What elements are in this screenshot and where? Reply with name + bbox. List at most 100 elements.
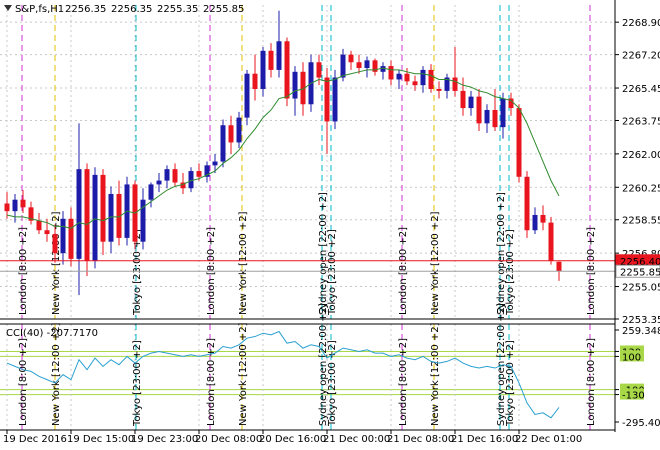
candle-body (236, 117, 242, 143)
session-label: New York [12:00 +2] (238, 322, 249, 426)
price-label: 2256.40 (620, 257, 660, 268)
candle-body (252, 73, 258, 89)
session-label: Sydney open [22:00 +2] (318, 303, 329, 426)
candle-body (348, 54, 354, 63)
x-tick-label: 20 Dec 16:00 (259, 434, 326, 445)
x-tick-label: 22 Dec 01:00 (515, 434, 582, 445)
session-label: London [8:00 +2] (586, 338, 597, 426)
candle-body (172, 169, 178, 183)
x-tick-label: 19 Dec 2016 (3, 434, 67, 445)
candle-body (28, 207, 34, 221)
candle-body (116, 193, 122, 238)
candle-body (548, 222, 554, 261)
candle-body (260, 50, 266, 89)
candle-body (364, 60, 370, 68)
y-tick-label: 2267.20 (622, 51, 660, 62)
session-label: Tokyo [23:00 +2] (132, 340, 143, 427)
ohlc-low: 2255.35 (157, 4, 198, 15)
candle-body (452, 77, 458, 91)
candle-body (228, 125, 234, 143)
ohlc-open: 2256.35 (65, 4, 106, 15)
session-label: Tokyo [23:00 +2] (505, 340, 516, 427)
candle-body (380, 66, 386, 72)
level-label-box (620, 350, 644, 362)
candle-body (316, 62, 322, 78)
candle-body (108, 193, 114, 242)
candle-body (412, 81, 418, 86)
candle-body (52, 234, 58, 254)
candle-body (44, 230, 50, 235)
session-label: Sydney open [22:00 +2] (496, 192, 507, 315)
candle-body (556, 261, 562, 272)
candle-body (492, 109, 498, 128)
candle-body (460, 90, 466, 109)
session-label: London [8:00 +2] (398, 338, 409, 426)
session-label: Tokyo [23:00 +2] (327, 340, 338, 427)
session-label: New York [12:00 +2] (51, 322, 62, 426)
y-tick-label: 2265.45 (622, 84, 660, 95)
marks (0, 10, 615, 419)
y-tick-label: 2253.35 (622, 315, 660, 326)
candle-body (484, 109, 490, 124)
candle-body (20, 199, 26, 208)
candle-body (420, 69, 426, 86)
price-label: 2255.85 (620, 267, 660, 278)
candle-body (92, 174, 98, 261)
cci-line (6, 330, 560, 419)
x-tick-label: 21 Dec 00:00 (323, 434, 390, 445)
candle-body (268, 50, 274, 70)
y-tick-label: 2255.05 (622, 283, 660, 294)
candle-body (180, 182, 186, 189)
candle-body (300, 71, 306, 105)
y-tick-label: -295.4023 (622, 418, 660, 429)
y-tick-label: 2268.90 (622, 18, 660, 29)
y-tick-label: 2260.25 (622, 183, 660, 194)
candle-body (68, 218, 74, 259)
candle-body (396, 73, 402, 80)
candle-body (476, 96, 482, 124)
x-tick-label: 20 Dec 08:00 (195, 434, 262, 445)
candle-body (220, 125, 226, 162)
session-label: New York [12:00 +2] (238, 211, 249, 315)
ohlc-high: 2256.35 (111, 4, 152, 15)
session-label: New York [12:00 +2] (430, 211, 441, 315)
x-tick-label: 19 Dec 15:00 (67, 434, 134, 445)
session-label: Sydney open [22:00 +2] (496, 303, 507, 426)
candle-body (324, 77, 330, 122)
candle-body (468, 96, 474, 109)
candle-body (100, 174, 106, 242)
candle-body (76, 169, 82, 259)
candle-body (340, 54, 346, 78)
candle-body (4, 203, 10, 212)
candle-body (540, 214, 546, 223)
session-label: Tokyo [23:00 +2] (327, 229, 338, 316)
candle-body (212, 161, 218, 166)
candle-body (36, 220, 42, 231)
header-icon (4, 5, 12, 11)
candle-body (60, 218, 66, 254)
candle-body (356, 62, 362, 68)
candle-body (244, 73, 250, 118)
cci-title: CCI(40) -207.7170 (6, 328, 98, 339)
session-label: London [8:00 +2] (206, 338, 217, 426)
candle-body (140, 199, 146, 242)
candle-body (436, 88, 442, 91)
y-tick-label: 259.3482 (622, 326, 660, 337)
candle-body (84, 169, 90, 261)
candle-body (532, 214, 538, 231)
x-tick-label: 21 Dec 08:00 (387, 434, 454, 445)
price-label-box (615, 264, 660, 278)
x-tick-label: 21 Dec 16:00 (451, 434, 518, 445)
candle-body (284, 41, 290, 99)
session-label: Tokyo [23:00 +2] (132, 229, 143, 316)
candle-body (332, 77, 338, 122)
symbol: S&P,fs,H1 (15, 4, 64, 15)
y-tick-label: 2263.75 (622, 116, 660, 127)
moving-average (6, 67, 560, 229)
session-label: London [8:00 +2] (18, 338, 29, 426)
candle-body (292, 71, 298, 99)
y-tick-label: 2262.00 (622, 150, 660, 161)
